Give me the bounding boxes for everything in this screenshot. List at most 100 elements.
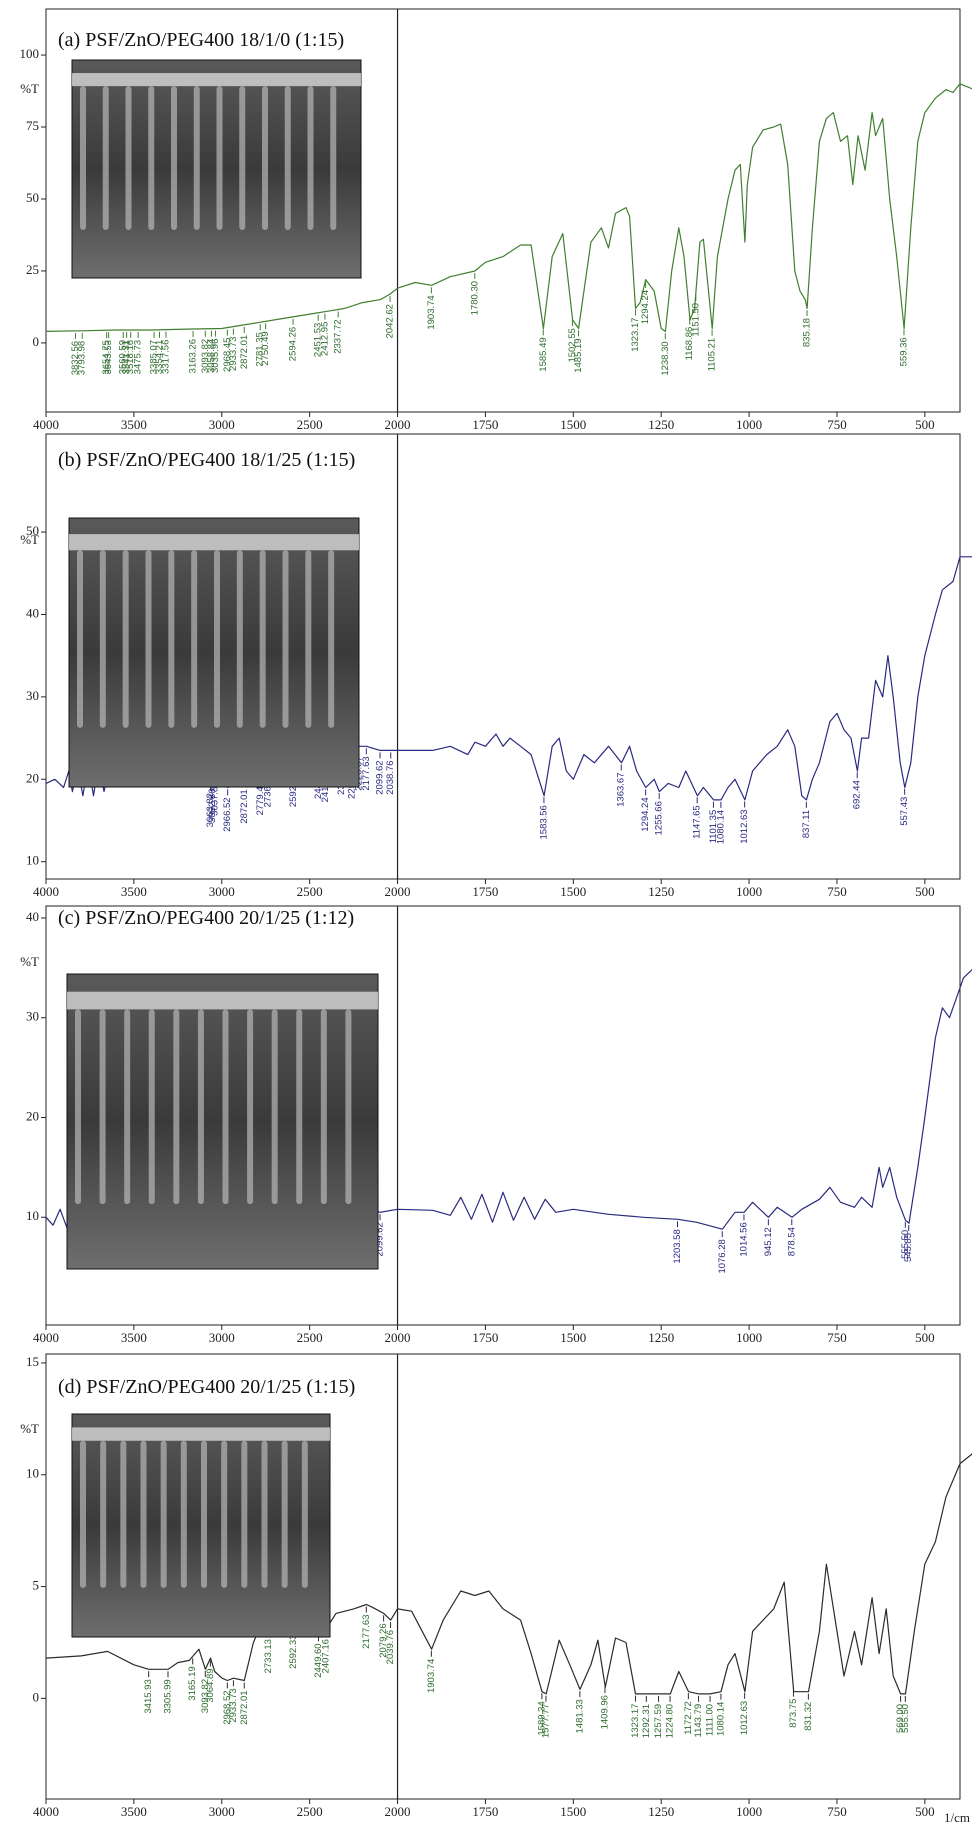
peak-label: 1294.24 [640,797,651,831]
sem-pore-wall [345,1009,352,1205]
sem-pore-wall [328,550,335,728]
peak-label: 2933.73 [228,337,239,371]
y-tick-label: 30 [26,1009,39,1024]
sem-skin [67,991,378,1010]
x-tick-label: 750 [827,1330,847,1345]
peak-label: 2337.72 [333,319,344,353]
x-tick-label: 1000 [736,884,762,899]
peak-label: 2592.33 [288,773,299,807]
x-tick-label: 2500 [297,1330,323,1345]
x-tick-label: 3500 [121,884,147,899]
peak-label: 2099.62 [375,1222,386,1256]
peak-label: 873.75 [788,1699,799,1728]
sem-pore-wall [148,86,155,231]
peak-label: 835.18 [802,318,813,347]
sem-pore-wall [236,550,243,728]
x-tick-label: 2500 [297,417,323,432]
peak-label: 555.50 [900,1704,911,1733]
spectrum-line [45,1453,972,1695]
sem-pore-wall [99,550,106,728]
peak-label: 3063.82 [205,793,216,827]
peak-label: 1076.28 [717,1239,728,1273]
peak-label: 1014.56 [738,1222,749,1256]
peak-label: 545.85 [903,1233,914,1262]
sem-pore-wall [171,86,177,231]
peak-label: 1012.63 [739,809,750,843]
peak-label: 2733.13 [263,1639,274,1673]
x-tick-label: 4000 [33,1330,59,1345]
plot-frame [45,8,961,413]
sem-pore-wall [284,86,291,231]
peak-label: 2449.60 [313,1643,324,1677]
y-axis-label: %T [20,81,39,96]
peak-label: 2736.99 [263,773,274,807]
peak-label: 1172.72 [683,1701,694,1735]
peak-label: 2592.33 [288,1635,299,1669]
peak-label: 2872.01 [239,1690,250,1724]
peak-label: 2966.52 [222,797,233,831]
peak-label: 1168.86 [684,327,695,361]
sem-pore-wall [330,86,337,231]
sem-pore-wall [214,550,220,728]
x-tick-label: 750 [827,417,847,432]
peak-label: 3052.86 [207,789,218,823]
peak-label: 2099.62 [375,760,386,794]
x-tick-label: 500 [915,1804,935,1819]
sem-pore-wall [100,1440,107,1588]
peak-label: 555.50 [900,1230,911,1259]
y-tick-label: 0 [33,334,40,349]
peak-label: 2781.35 [255,332,266,366]
chart-title: (a) PSF/ZnO/PEG400 18/1/0 (1:15) [58,29,344,51]
sem-pore-wall [80,86,86,231]
peak-label: 1577.77 [540,1704,551,1738]
sem-pore-wall [261,1440,268,1588]
plot-frame [45,905,961,1326]
x-axis-label: 1/cm [944,1810,970,1825]
peak-label: 2750.49 [260,331,271,365]
x-tick-label: 4000 [33,1804,59,1819]
peak-label: 1323.17 [630,317,641,351]
sem-pore-wall [239,86,246,231]
peak-label: 1780.30 [469,281,480,315]
sem-pore-wall [140,1440,147,1588]
x-tick-label: 4000 [33,884,59,899]
y-tick-label: 40 [26,909,39,924]
y-tick-label: 5 [33,1578,40,1593]
peak-label: 1481.33 [574,1699,585,1733]
sem-pore-wall [148,1009,155,1205]
peak-label: 3475.73 [133,340,144,374]
peak-label: 2872.01 [239,335,250,369]
peak-label: 3093.82 [200,1679,211,1713]
peak-label: 1147.65 [692,805,703,839]
y-tick-label: 30 [26,688,39,703]
peak-label: 837.11 [801,810,812,838]
y-axis-label: %T [20,1421,39,1436]
x-tick-label: 2500 [297,1804,323,1819]
x-tick-label: 1500 [560,417,586,432]
x-tick-label: 1500 [560,1330,586,1345]
peak-label: 2968.45 [222,338,233,372]
peak-label: 1151.50 [690,303,701,337]
x-tick-label: 1250 [648,884,674,899]
plot-frame [45,433,961,880]
peak-label: 1583.56 [538,805,549,839]
peak-label: 3541.31 [121,340,132,374]
y-tick-label: 25 [26,262,39,277]
peak-label: 1105.21 [707,338,718,372]
x-tick-label: 3500 [121,417,147,432]
peak-label: 1323.17 [630,1704,641,1738]
sem-pore-wall [216,86,223,231]
sem-pore-wall [191,550,198,728]
chart-title: (d) PSF/ZnO/PEG400 20/1/25 (1:15) [58,1376,355,1398]
x-tick-label: 1250 [648,417,674,432]
y-tick-label: 10 [26,853,39,868]
x-tick-label: 2000 [385,1804,411,1819]
sem-skin [72,1427,330,1441]
y-axis-label: %T [20,532,39,547]
peak-label: 3415.93 [143,1679,154,1713]
x-tick-label: 2000 [385,884,411,899]
peak-label: 692.44 [852,780,863,809]
x-tick-label: 3000 [209,884,235,899]
y-tick-label: 10 [26,1208,39,1223]
x-tick-label: 1000 [736,1804,762,1819]
